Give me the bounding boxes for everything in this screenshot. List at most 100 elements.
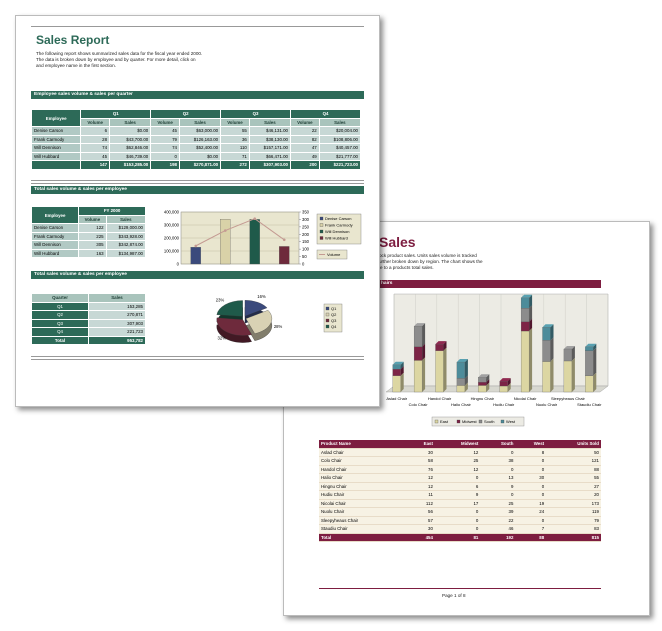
cell: 22 xyxy=(480,516,516,525)
bar-segment xyxy=(392,375,401,393)
bar-side xyxy=(464,382,468,392)
bar-side xyxy=(550,324,554,341)
legend-label: West xyxy=(506,419,516,424)
legend-swatch xyxy=(319,223,324,227)
top-rule xyxy=(31,26,364,27)
cell: 88 xyxy=(515,533,547,542)
data-row: Will Hubbard 45 $46,739.00 0 $0.00 71 $66,471.… xyxy=(30,151,362,161)
cell: 0 xyxy=(515,456,547,466)
cell: Q2 xyxy=(31,310,89,320)
cell: 8 xyxy=(515,448,547,457)
section-bar: hairs xyxy=(314,280,601,288)
line-marker xyxy=(194,244,198,248)
cell: 25 xyxy=(480,499,516,508)
cell: Nicolai Chair xyxy=(319,499,407,508)
slice xyxy=(216,300,243,317)
legend-label: Frank Carmody xyxy=(325,222,353,227)
cell: 50 xyxy=(546,448,601,457)
bar-segment xyxy=(413,346,423,361)
y-tick-label: 200,000 xyxy=(164,236,180,241)
cell: 30 xyxy=(406,524,435,534)
legend-swatch xyxy=(434,419,439,424)
data-row: Denise Carson 122 $129,000.00 xyxy=(30,223,147,233)
volume-line xyxy=(195,218,285,247)
slice xyxy=(216,317,252,336)
line-marker xyxy=(253,217,257,220)
cell: $46,739.00 xyxy=(109,151,152,161)
legend-swatch xyxy=(325,324,330,329)
bar-top xyxy=(478,374,490,378)
header-cell: Q4 xyxy=(290,109,361,119)
y-tick-label: 0 xyxy=(177,262,180,267)
cell: 49 xyxy=(290,151,320,161)
header-cell: Q3 xyxy=(220,109,291,119)
cell: 6 xyxy=(434,482,481,491)
bar-segment xyxy=(542,361,551,393)
cell: 19 xyxy=(515,499,547,508)
bar-segment xyxy=(542,327,551,341)
cell: $126,163.00 xyxy=(178,134,222,144)
subheader-cell: Sales xyxy=(248,117,292,127)
x-tick-label: Nuolu Chair xyxy=(536,402,558,407)
cell: 9 xyxy=(434,490,481,500)
cell: 198 xyxy=(150,160,180,170)
cell: 12 xyxy=(406,473,435,483)
bar-segment xyxy=(499,380,508,387)
bar-top xyxy=(414,323,426,327)
cell: 12 xyxy=(434,448,481,457)
cell: Will Hubbard xyxy=(30,248,80,258)
cell: 55 xyxy=(546,473,601,483)
bar-top xyxy=(499,378,511,382)
bar-segment xyxy=(542,340,551,362)
bar-segment xyxy=(392,364,401,370)
data-row: Handol Chair 76 12 0 0 88 xyxy=(319,465,601,474)
legend-label: Denise Carson xyxy=(325,216,351,221)
header-row: Employee Q1 Q2 Q3 Q4 xyxy=(30,109,361,127)
cell: 45 xyxy=(150,126,180,136)
cell: $0.00 xyxy=(178,151,222,161)
cell: $66,471.00 xyxy=(248,151,292,161)
bar-side xyxy=(529,305,533,322)
cell: 0 xyxy=(434,524,481,534)
line-marker xyxy=(223,229,227,232)
subheader-cell: Sales xyxy=(105,214,147,224)
legend-label: Will Hubbard xyxy=(325,235,348,240)
section-bar: Employee sales volume & sales per quarte… xyxy=(31,91,364,99)
legend-label: South xyxy=(484,419,494,424)
cell: Total xyxy=(31,335,89,345)
data-row: Will Dennison 74 $62,846.00 74 $52,400.00 110… xyxy=(30,143,362,153)
y2-tick-label: 50 xyxy=(302,254,307,259)
cell: Q1 xyxy=(31,301,89,311)
bar-top xyxy=(456,359,468,363)
cell: 221,723 xyxy=(88,327,146,337)
data-row: Sleepyheaus Chair 57 0 22 0 79 xyxy=(319,516,601,525)
cell: 454 xyxy=(406,533,435,542)
footer-rule xyxy=(319,588,601,589)
bar-side xyxy=(593,347,597,376)
cell: 74 xyxy=(80,143,111,153)
header-cell: Midwest xyxy=(434,440,481,449)
bar xyxy=(190,247,201,265)
legend-swatch xyxy=(456,419,461,424)
cell: 0 xyxy=(434,473,481,483)
cell: Q4 xyxy=(31,327,89,337)
cell: $153,285.00 xyxy=(109,160,152,170)
cell: 79 xyxy=(546,516,601,525)
cell: $342,874.00 xyxy=(105,240,147,250)
total-row: 147 $153,285.00 198 $270,871.00 272 $307,903.… xyxy=(30,160,362,170)
header-cell: Units Sold xyxy=(546,440,601,449)
paragraph-line: urther broken down by region. The chart … xyxy=(379,259,483,264)
bar-segment xyxy=(478,377,487,383)
cell xyxy=(30,160,82,170)
cell: Hingnu Chair xyxy=(319,482,407,491)
bar-segment xyxy=(456,385,466,393)
report-page-2: Sales ock product sales. Units sales vol… xyxy=(283,221,650,616)
legend-swatch xyxy=(325,306,330,311)
legend-label: Q1 xyxy=(331,306,337,311)
data-row: Hudiu Chair 11 9 0 0 20 xyxy=(319,490,601,500)
paragraph-line: ie to a products total sales. xyxy=(379,265,434,270)
bar xyxy=(249,219,260,265)
cell: 30 xyxy=(406,448,435,457)
bar-side xyxy=(422,343,426,361)
